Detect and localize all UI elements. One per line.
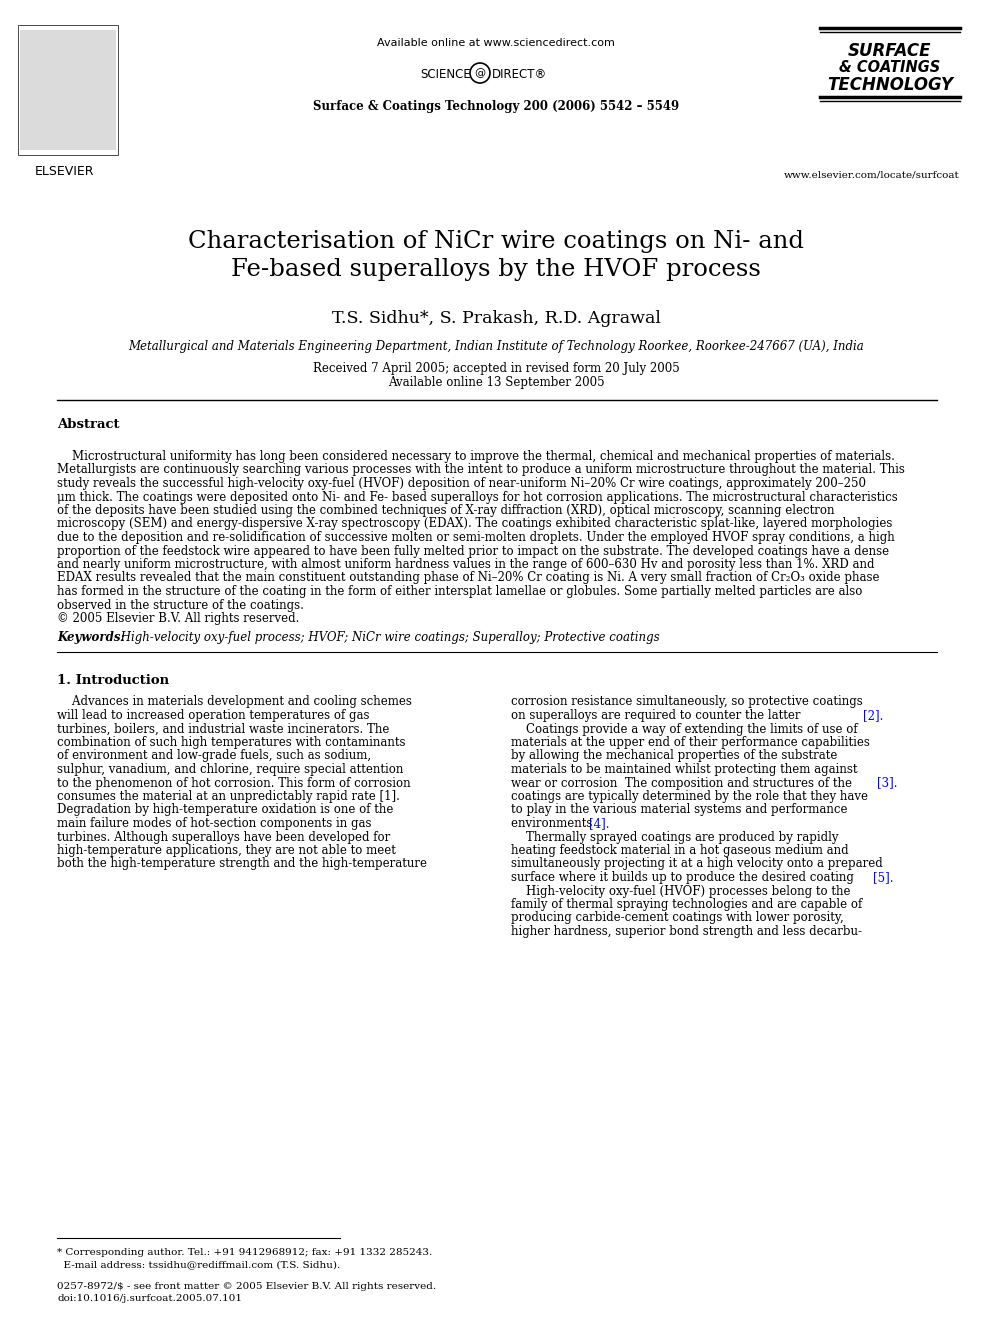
Text: & COATINGS: & COATINGS	[839, 60, 940, 75]
Text: consumes the material at an unpredictably rapid rate [1].: consumes the material at an unpredictabl…	[57, 790, 400, 803]
Text: family of thermal spraying technologies and are capable of: family of thermal spraying technologies …	[511, 898, 862, 912]
Text: doi:10.1016/j.surfcoat.2005.07.101: doi:10.1016/j.surfcoat.2005.07.101	[57, 1294, 242, 1303]
Text: sulphur, vanadium, and chlorine, require special attention: sulphur, vanadium, and chlorine, require…	[57, 763, 404, 777]
Text: environments: environments	[511, 818, 596, 830]
Text: © 2005 Elsevier B.V. All rights reserved.: © 2005 Elsevier B.V. All rights reserved…	[57, 613, 300, 624]
Text: T.S. Sidhu*, S. Prakash, R.D. Agrawal: T.S. Sidhu*, S. Prakash, R.D. Agrawal	[331, 310, 661, 327]
Text: turbines, boilers, and industrial waste incinerators. The: turbines, boilers, and industrial waste …	[57, 722, 390, 736]
Text: producing carbide-cement coatings with lower porosity,: producing carbide-cement coatings with l…	[511, 912, 844, 925]
Text: EDAX results revealed that the main constituent outstanding phase of Ni–20% Cr c: EDAX results revealed that the main cons…	[57, 572, 880, 585]
Text: of the deposits have been studied using the combined techniques of X-ray diffrac: of the deposits have been studied using …	[57, 504, 834, 517]
Text: Keywords:: Keywords:	[57, 631, 125, 644]
Text: wear or corrosion  The composition and structures of the: wear or corrosion The composition and st…	[511, 777, 863, 790]
Text: higher hardness, superior bond strength and less decarbu-: higher hardness, superior bond strength …	[511, 925, 862, 938]
Text: * Corresponding author. Tel.: +91 9412968912; fax: +91 1332 285243.: * Corresponding author. Tel.: +91 941296…	[57, 1248, 433, 1257]
Text: observed in the structure of the coatings.: observed in the structure of the coating…	[57, 598, 304, 611]
Text: Metallurgical and Materials Engineering Department, Indian Institute of Technolo: Metallurgical and Materials Engineering …	[128, 340, 864, 353]
Text: has formed in the structure of the coating in the form of either intersplat lame: has formed in the structure of the coati…	[57, 585, 862, 598]
Text: High-velocity oxy-fuel process; HVOF; NiCr wire coatings; Superalloy; Protective: High-velocity oxy-fuel process; HVOF; Ni…	[117, 631, 660, 644]
Text: Surface & Coatings Technology 200 (2006) 5542 – 5549: Surface & Coatings Technology 200 (2006)…	[312, 101, 680, 112]
Text: Characterisation of NiCr wire coatings on Ni- and: Characterisation of NiCr wire coatings o…	[188, 230, 804, 253]
Text: 1. Introduction: 1. Introduction	[57, 673, 169, 687]
Text: ELSEVIER: ELSEVIER	[36, 165, 95, 179]
Text: High-velocity oxy-fuel (HVOF) processes belong to the: High-velocity oxy-fuel (HVOF) processes …	[511, 885, 850, 897]
Text: SURFACE: SURFACE	[848, 42, 931, 60]
Text: Metallurgists are continuously searching various processes with the intent to pr: Metallurgists are continuously searching…	[57, 463, 905, 476]
Text: [3].: [3].	[877, 777, 898, 790]
Text: of environment and low-grade fuels, such as sodium,: of environment and low-grade fuels, such…	[57, 750, 371, 762]
Text: Abstract: Abstract	[57, 418, 119, 431]
Text: combination of such high temperatures with contaminants: combination of such high temperatures wi…	[57, 736, 406, 749]
Text: heating feedstock material in a hot gaseous medium and: heating feedstock material in a hot gase…	[511, 844, 848, 857]
Text: simultaneously projecting it at a high velocity onto a prepared: simultaneously projecting it at a high v…	[511, 857, 883, 871]
Text: to play in the various material systems and performance: to play in the various material systems …	[511, 803, 847, 816]
Text: Coatings provide a way of extending the limits of use of: Coatings provide a way of extending the …	[511, 722, 858, 736]
Text: both the high-temperature strength and the high-temperature: both the high-temperature strength and t…	[57, 857, 427, 871]
Text: Available online at www.sciencedirect.com: Available online at www.sciencedirect.co…	[377, 38, 615, 48]
Text: [4].: [4].	[589, 818, 609, 830]
Text: SCIENCE: SCIENCE	[420, 67, 471, 81]
Text: corrosion resistance simultaneously, so protective coatings: corrosion resistance simultaneously, so …	[511, 696, 863, 709]
Text: main failure modes of hot-section components in gas: main failure modes of hot-section compon…	[57, 818, 371, 830]
Text: surface where it builds up to produce the desired coating: surface where it builds up to produce th…	[511, 871, 858, 884]
Text: Fe-based superalloys by the HVOF process: Fe-based superalloys by the HVOF process	[231, 258, 761, 280]
Text: due to the deposition and re-solidification of successive molten or semi-molten : due to the deposition and re-solidificat…	[57, 531, 895, 544]
Text: turbines. Although superalloys have been developed for: turbines. Although superalloys have been…	[57, 831, 390, 844]
Text: Advances in materials development and cooling schemes: Advances in materials development and co…	[57, 696, 412, 709]
Text: Available online 13 September 2005: Available online 13 September 2005	[388, 376, 604, 389]
Text: @: @	[474, 67, 485, 78]
Text: Received 7 April 2005; accepted in revised form 20 July 2005: Received 7 April 2005; accepted in revis…	[312, 363, 680, 374]
Text: will lead to increased operation temperatures of gas: will lead to increased operation tempera…	[57, 709, 369, 722]
Text: proportion of the feedstock wire appeared to have been fully melted prior to imp: proportion of the feedstock wire appeare…	[57, 545, 889, 557]
Text: TECHNOLOGY: TECHNOLOGY	[827, 75, 953, 94]
Text: to the phenomenon of hot corrosion. This form of corrosion: to the phenomenon of hot corrosion. This…	[57, 777, 411, 790]
Text: Thermally sprayed coatings are produced by rapidly: Thermally sprayed coatings are produced …	[511, 831, 838, 844]
Text: www.elsevier.com/locate/surfcoat: www.elsevier.com/locate/surfcoat	[785, 169, 960, 179]
Text: high-temperature applications, they are not able to meet: high-temperature applications, they are …	[57, 844, 396, 857]
Text: and nearly uniform microstructure, with almost uniform hardness values in the ra: and nearly uniform microstructure, with …	[57, 558, 875, 572]
Text: Degradation by high-temperature oxidation is one of the: Degradation by high-temperature oxidatio…	[57, 803, 394, 816]
Text: [5].: [5].	[873, 871, 894, 884]
Text: study reveals the successful high-velocity oxy-fuel (HVOF) deposition of near-un: study reveals the successful high-veloci…	[57, 478, 866, 490]
Text: 0257-8972/$ - see front matter © 2005 Elsevier B.V. All rights reserved.: 0257-8972/$ - see front matter © 2005 El…	[57, 1282, 436, 1291]
Bar	[20, 30, 116, 149]
Text: coatings are typically determined by the role that they have: coatings are typically determined by the…	[511, 790, 868, 803]
Text: materials to be maintained whilst protecting them against: materials to be maintained whilst protec…	[511, 763, 857, 777]
Text: Microstructural uniformity has long been considered necessary to improve the the: Microstructural uniformity has long been…	[57, 450, 895, 463]
Text: [2].: [2].	[863, 709, 883, 722]
Text: on superalloys are required to counter the latter: on superalloys are required to counter t…	[511, 709, 805, 722]
Text: microscopy (SEM) and energy-dispersive X-ray spectroscopy (EDAX). The coatings e: microscopy (SEM) and energy-dispersive X…	[57, 517, 893, 531]
Text: by allowing the mechanical properties of the substrate: by allowing the mechanical properties of…	[511, 750, 837, 762]
Text: E-mail address: tssidhu@rediffmail.com (T.S. Sidhu).: E-mail address: tssidhu@rediffmail.com (…	[57, 1259, 340, 1269]
Text: μm thick. The coatings were deposited onto Ni- and Fe- based superalloys for hot: μm thick. The coatings were deposited on…	[57, 491, 898, 504]
Text: DIRECT®: DIRECT®	[492, 67, 548, 81]
Text: materials at the upper end of their performance capabilities: materials at the upper end of their perf…	[511, 736, 870, 749]
Bar	[18, 25, 118, 155]
